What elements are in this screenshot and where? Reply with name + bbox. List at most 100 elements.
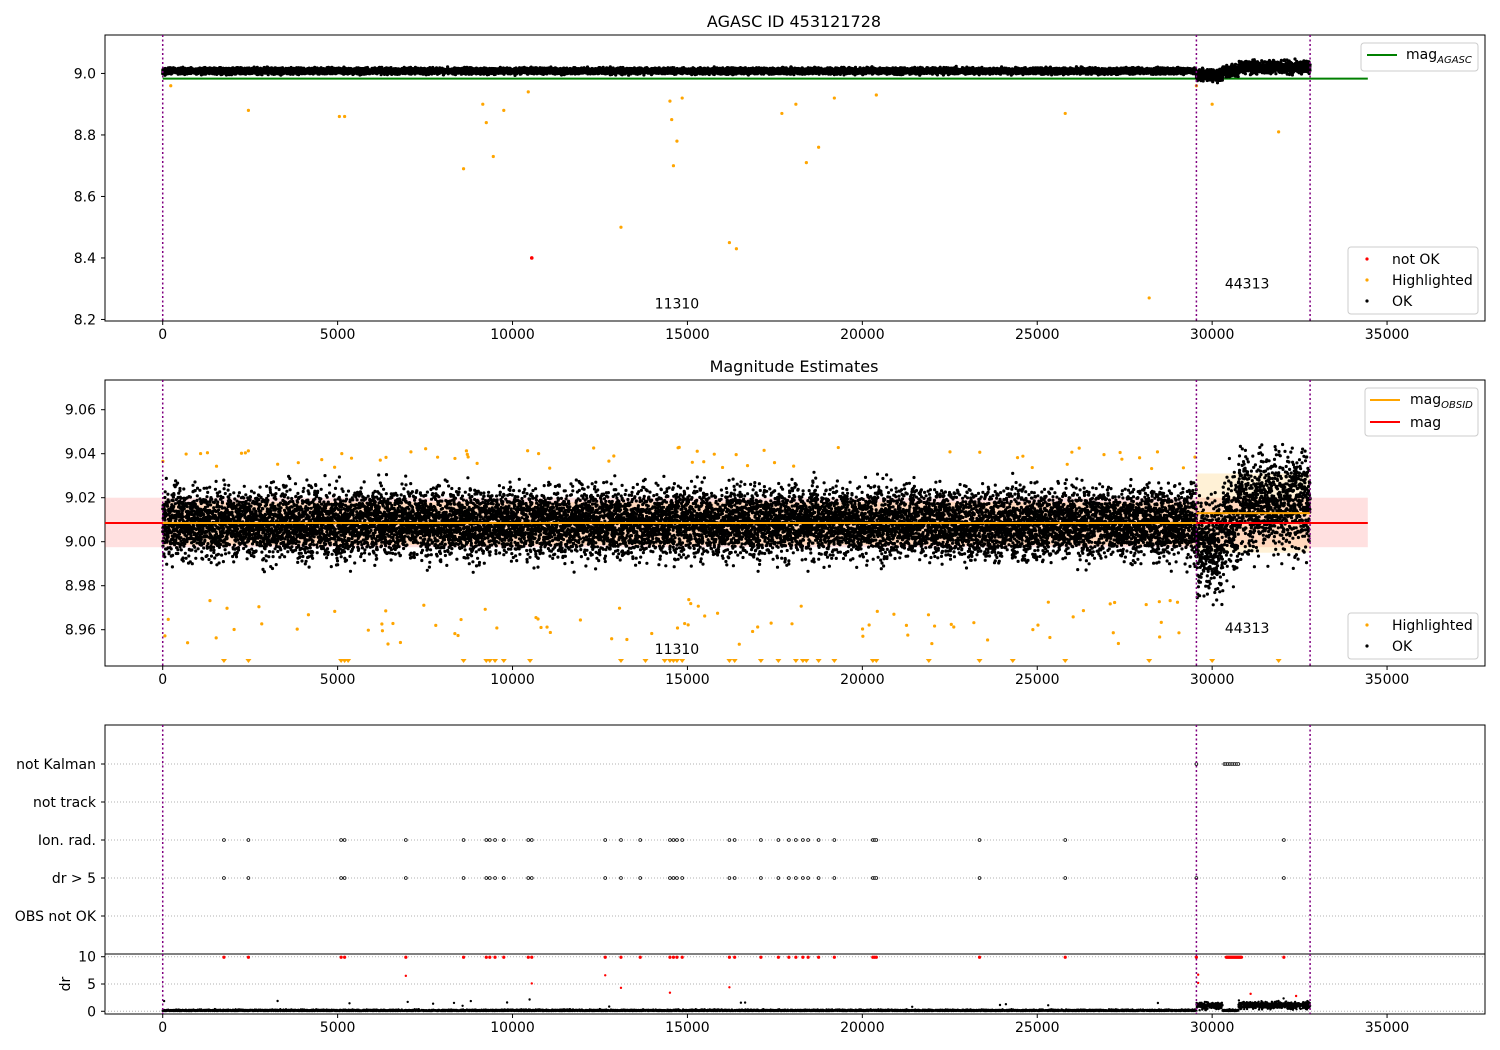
highlighted-point	[1147, 296, 1151, 300]
dr-red-point	[530, 982, 533, 985]
highlighted-point	[612, 454, 616, 458]
agasc-xtick-label: 10000	[490, 327, 535, 343]
dr-red-point	[776, 955, 780, 959]
highlighted-point	[163, 634, 167, 638]
flag-marker	[727, 876, 732, 880]
legend-highlighted-label-2: Highlighted	[1392, 618, 1473, 634]
dr-red-point	[530, 955, 534, 959]
panel-dr-axes: 0 5000 10000 15000 20000 25000 30000 35000 0 5 10	[78, 950, 1409, 1036]
highlighted-point	[695, 449, 699, 453]
flag-marker	[638, 838, 643, 842]
highlighted-point	[260, 622, 264, 626]
dr-red-point	[404, 974, 408, 978]
flag-marker	[461, 876, 466, 880]
flag-row-label: not track	[33, 795, 97, 811]
highlighted-below-axis-marker	[731, 659, 738, 663]
highlighted-point	[769, 621, 773, 625]
mag-xtick-label: 10000	[490, 672, 535, 688]
magnitude-estimates-title: Magnitude Estimates	[710, 357, 879, 376]
highlighted-point	[930, 641, 934, 646]
highlighted-point	[536, 451, 541, 456]
highlighted-point	[1077, 446, 1081, 450]
flag-marker	[1063, 876, 1068, 880]
dr-red-point	[222, 955, 226, 959]
flag-marker	[246, 838, 251, 842]
flag-marker	[404, 876, 408, 880]
highlighted-point	[1048, 635, 1052, 640]
legend-ok-marker-2	[1365, 644, 1369, 648]
legend-ok-label-2: OK	[1392, 639, 1413, 655]
flag-marker	[787, 838, 791, 842]
highlighted-point	[239, 451, 244, 455]
agasc-xtick-label: 25000	[1015, 327, 1060, 343]
dr-red-point	[817, 955, 821, 959]
highlighted-below-axis-marker	[1009, 659, 1016, 663]
dr-red-point	[668, 991, 672, 994]
mag-ok-points	[161, 442, 1312, 607]
highlighted-point	[1116, 641, 1120, 646]
highlighted-point	[625, 637, 629, 642]
dr-red-point	[1282, 955, 1286, 959]
mag-xtick-label: 15000	[665, 672, 710, 688]
agasc-ytick-label: 8.2	[74, 312, 96, 328]
highlighted-point	[734, 453, 738, 457]
mag-xtick-label: 0	[158, 672, 167, 688]
dr-red-point	[668, 955, 672, 959]
flag-marker	[832, 838, 837, 842]
highlighted-point	[380, 629, 385, 633]
flag-marker	[404, 838, 408, 842]
obsid-label: 11310	[655, 297, 700, 313]
highlighted-point	[243, 451, 247, 455]
highlighted-point	[1210, 102, 1214, 106]
highlighted-point	[737, 642, 741, 646]
dr-red-point	[1240, 955, 1244, 959]
highlighted-point	[687, 597, 691, 602]
highlighted-point	[422, 603, 426, 607]
highlighted-point	[526, 90, 530, 94]
highlighted-point	[526, 449, 530, 453]
highlighted-below-axis-marker	[679, 659, 686, 663]
legend-mag-agasc: magAGASC	[1360, 42, 1479, 72]
flag-marker	[529, 838, 534, 842]
panel-agasc: 11310 44313 0 5000 10000 15000 20000 25000 3000…	[74, 34, 1486, 343]
highlighted-below-axis-marker	[1209, 659, 1216, 663]
dr-red-point	[246, 955, 251, 959]
highlighted-point	[926, 613, 931, 617]
highlighted-point	[333, 465, 337, 469]
dr-red-point	[343, 955, 347, 959]
highlighted-point	[734, 247, 739, 251]
highlighted-below-axis-marker	[1062, 659, 1069, 663]
dr-xtick-label: 20000	[840, 1020, 885, 1036]
highlighted-below-axis-marker	[486, 659, 493, 663]
mag-ytick-label: 9.02	[65, 491, 96, 507]
dr-red-point	[1249, 992, 1252, 996]
dr-xtick-label: 10000	[490, 1020, 535, 1036]
agasc-ytick-label: 8.8	[74, 128, 96, 144]
panel-agasc-axes: 0 5000 10000 15000 20000 25000 30000 35000 8.2 8.…	[74, 66, 1410, 343]
dr-red-point	[675, 955, 679, 959]
dr-red-point	[874, 955, 878, 959]
highlighted-point	[456, 633, 460, 638]
highlighted-point	[296, 461, 300, 465]
flag-marker	[671, 838, 676, 842]
dr-ok-points	[161, 997, 1312, 1013]
highlighted-point	[539, 625, 543, 630]
highlighted-point	[780, 111, 784, 116]
legend-mag-agasc-box	[1360, 42, 1479, 72]
highlighted-point	[1277, 130, 1281, 134]
figure-title: AGASC ID 453121728	[707, 12, 881, 31]
dr-red-point	[488, 955, 492, 959]
highlighted-point	[295, 627, 299, 631]
flag-marker	[675, 876, 679, 880]
panel-agasc-frame	[104, 34, 1486, 322]
flag-marker	[1194, 762, 1199, 766]
highlighted-below-axis-marker	[803, 659, 810, 663]
highlighted-below-axis-marker	[492, 659, 499, 663]
dr-xtick-label: 25000	[1015, 1020, 1060, 1036]
highlighted-below-axis-marker	[726, 659, 733, 663]
dr-red-point	[977, 955, 982, 959]
highlighted-point	[198, 451, 203, 456]
highlighted-point	[1120, 457, 1124, 461]
highlighted-point	[1168, 599, 1172, 603]
highlighted-point	[464, 449, 469, 453]
